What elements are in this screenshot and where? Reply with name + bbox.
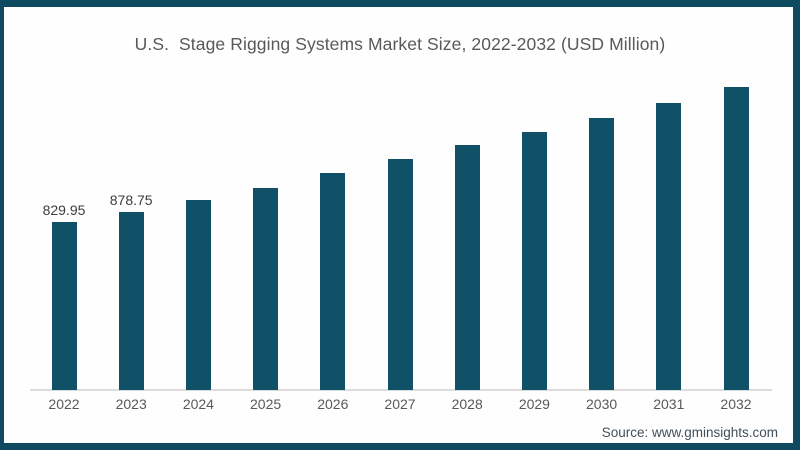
x-tick-label-2032: 2032 — [720, 396, 752, 412]
bar-2032 — [723, 87, 749, 390]
x-tick-label-2024: 2024 — [182, 396, 214, 412]
x-tick-label-2022: 2022 — [48, 396, 80, 412]
x-tick-label-2031: 2031 — [653, 396, 685, 412]
bar-2024 — [185, 200, 211, 390]
bar-2030 — [589, 118, 615, 390]
x-tick-label-2027: 2027 — [384, 396, 416, 412]
x-tick-label-2030: 2030 — [586, 396, 618, 412]
bar-2025 — [253, 188, 279, 390]
bar-2029 — [521, 132, 547, 390]
chart-title: U.S. Stage Rigging Systems Market Size, … — [134, 34, 666, 54]
bar-2022 — [51, 222, 77, 390]
frame-border-left — [0, 0, 4, 450]
x-axis-line — [30, 389, 772, 391]
bar-2028 — [454, 145, 480, 390]
frame-border-bottom — [0, 443, 800, 450]
bar-2031 — [656, 103, 682, 390]
bar-2023 — [118, 212, 144, 390]
x-tick-label-2026: 2026 — [317, 396, 349, 412]
x-tick-label-2025: 2025 — [250, 396, 282, 412]
frame-border-top — [0, 0, 800, 7]
source-attribution: Source: www.gminsights.com — [601, 425, 778, 440]
x-tick-label-2029: 2029 — [518, 396, 550, 412]
frame-border-right — [793, 0, 800, 450]
bar-value-label-2023: 878.75 — [109, 192, 153, 208]
bar-2027 — [387, 159, 413, 390]
x-tick-label-2028: 2028 — [451, 396, 483, 412]
x-tick-label-2023: 2023 — [115, 396, 147, 412]
bar-value-label-2022: 829.95 — [42, 202, 86, 218]
bar-2026 — [320, 173, 346, 390]
